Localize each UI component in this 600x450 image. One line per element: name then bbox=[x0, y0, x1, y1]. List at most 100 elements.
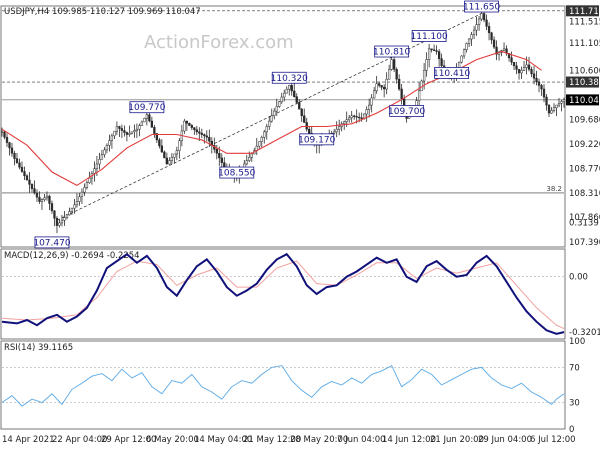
candle-body bbox=[333, 131, 336, 134]
candle-body bbox=[53, 210, 56, 219]
candle-body bbox=[75, 201, 79, 206]
macd-header: MACD(12,26,9) -0.2694 -0.2254 bbox=[4, 251, 140, 261]
candle-body bbox=[88, 177, 91, 183]
candle-body bbox=[343, 121, 346, 125]
candle-body bbox=[48, 195, 51, 204]
candle-body bbox=[368, 104, 371, 110]
candle-body bbox=[108, 140, 111, 146]
annotation-box bbox=[219, 166, 255, 179]
candle-body bbox=[165, 157, 169, 165]
candle-body bbox=[263, 131, 266, 138]
y-tick-label: 107.390 bbox=[569, 238, 600, 248]
candle-body bbox=[555, 104, 558, 109]
y-tick-label: 30 bbox=[569, 399, 580, 409]
rsi-header: RSI(14) 39.1165 bbox=[4, 343, 73, 353]
annotation-box bbox=[299, 133, 335, 146]
candle-body bbox=[462, 49, 466, 57]
y-tick-label: 111.515 bbox=[569, 17, 600, 27]
candle-body bbox=[440, 58, 443, 67]
candle-body bbox=[95, 163, 99, 169]
candle-body bbox=[28, 179, 31, 185]
candle-body bbox=[490, 32, 493, 41]
candle-body bbox=[353, 115, 356, 117]
candle-body bbox=[430, 48, 433, 50]
candle-body bbox=[23, 171, 26, 177]
candle-body bbox=[545, 96, 548, 106]
candle-body bbox=[370, 97, 373, 106]
annotation-label: 108.550 bbox=[218, 169, 255, 179]
candle-body bbox=[135, 128, 139, 131]
candle-body bbox=[140, 121, 144, 126]
x-tick-label: 29 Jun 04:00 bbox=[478, 435, 532, 445]
candle-body bbox=[345, 119, 348, 123]
candle-body bbox=[507, 53, 511, 59]
annotation-box bbox=[434, 67, 470, 79]
annotation-label: 109.170 bbox=[298, 135, 335, 145]
rsi-layer bbox=[1, 364, 565, 407]
annotation-label: 109.770 bbox=[128, 103, 165, 113]
price-annotation: 110.410 bbox=[433, 67, 470, 79]
annotation-label: 110.320 bbox=[271, 74, 308, 84]
y-tick-label: -0.3201 bbox=[569, 328, 600, 338]
candle-body bbox=[502, 48, 506, 51]
price-panel-frame bbox=[0, 5, 566, 248]
y-tick-label: 110.380 bbox=[569, 78, 600, 88]
annotation-label: 111.650 bbox=[463, 3, 500, 13]
candle-body bbox=[145, 114, 149, 119]
candle-body bbox=[128, 132, 131, 135]
candle-body bbox=[60, 219, 64, 224]
price-annotation: 111.650 bbox=[463, 0, 500, 13]
macd-line bbox=[1, 252, 565, 335]
candle-body bbox=[495, 46, 498, 55]
price-annotation: 108.550 bbox=[218, 166, 256, 179]
candle-body bbox=[535, 78, 538, 83]
candle-body bbox=[100, 154, 104, 160]
y-tick-label: 109.220 bbox=[569, 140, 600, 150]
candle-body bbox=[303, 115, 306, 123]
candle-body bbox=[540, 85, 543, 90]
candle-body bbox=[65, 214, 69, 218]
macd-layer bbox=[1, 252, 565, 335]
candle-body bbox=[435, 50, 438, 52]
price-annotation: 109.770 bbox=[128, 101, 166, 113]
candle-body bbox=[388, 69, 391, 80]
candle-body bbox=[395, 69, 398, 80]
x-tick-label: 6 Jul 12:00 bbox=[530, 435, 576, 445]
y-tick-label: 108.310 bbox=[569, 189, 600, 199]
candle-body bbox=[170, 157, 173, 161]
y-tick-highlight bbox=[566, 76, 599, 88]
candle-body bbox=[25, 175, 29, 181]
x-tick-label: 28 May 20:00 bbox=[290, 435, 348, 445]
y-tick-label: 108.770 bbox=[569, 164, 600, 174]
candle-body bbox=[542, 88, 546, 98]
candle-body bbox=[373, 90, 376, 99]
candle-body bbox=[265, 126, 268, 133]
fib-level-label: 38.2 bbox=[546, 185, 562, 193]
candle-body bbox=[293, 90, 296, 97]
candle-body bbox=[515, 65, 518, 70]
candle-body bbox=[268, 120, 271, 127]
candle-body bbox=[83, 187, 86, 193]
y-axis-labels: 111.710111.515 111.105 110.600 110.380 110.0… bbox=[566, 5, 600, 435]
candle-body bbox=[33, 188, 36, 194]
candle-body bbox=[308, 128, 311, 134]
candle-body bbox=[85, 182, 89, 188]
candle-body bbox=[13, 153, 16, 159]
candle-body bbox=[105, 144, 109, 151]
price-annotation: 110.320 bbox=[271, 71, 308, 84]
candle-body bbox=[133, 130, 136, 133]
candle-body bbox=[218, 153, 221, 159]
candle-body bbox=[173, 153, 176, 158]
annotation-label: 109.700 bbox=[388, 107, 425, 117]
candle-body bbox=[80, 191, 84, 198]
y-tick-highlight bbox=[566, 5, 599, 17]
candle-body bbox=[50, 203, 54, 212]
y-tick-label: 110.600 bbox=[569, 66, 600, 76]
candle-body bbox=[70, 207, 74, 212]
candle-body bbox=[195, 129, 198, 133]
candle-body bbox=[20, 166, 24, 172]
candle-body bbox=[110, 135, 114, 141]
candle-body bbox=[465, 43, 468, 50]
candle-body bbox=[15, 158, 19, 164]
